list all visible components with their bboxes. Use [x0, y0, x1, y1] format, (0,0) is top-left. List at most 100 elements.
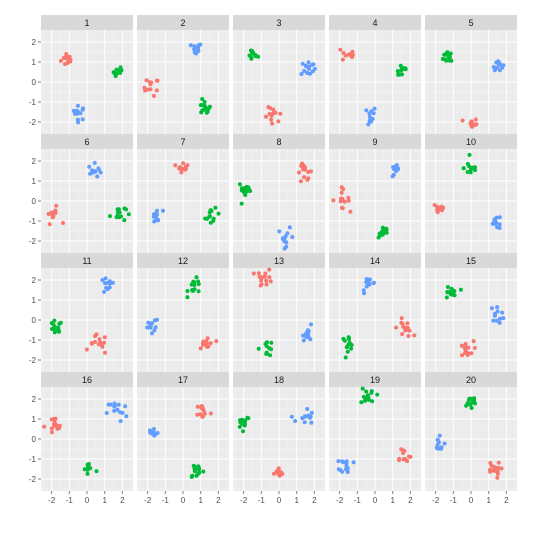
- data-point: [331, 198, 336, 203]
- data-point: [50, 327, 54, 331]
- data-point: [88, 171, 93, 176]
- data-point: [102, 340, 106, 345]
- data-point: [75, 117, 80, 122]
- data-point: [366, 395, 371, 400]
- data-point: [126, 212, 131, 217]
- data-point: [194, 275, 199, 280]
- data-point: [488, 467, 493, 472]
- data-point: [470, 120, 474, 125]
- data-point: [185, 295, 190, 300]
- data-point: [155, 217, 160, 222]
- data-point: [449, 287, 454, 292]
- facet-label: 9: [372, 137, 377, 147]
- data-point: [312, 66, 317, 71]
- data-point: [371, 280, 376, 285]
- data-point: [201, 342, 206, 347]
- x-tick-label: -2: [432, 496, 440, 505]
- x-tick-label: 0: [277, 496, 282, 505]
- facet-strip: [233, 15, 325, 30]
- data-point: [289, 414, 294, 419]
- data-point: [368, 277, 372, 282]
- data-point: [349, 346, 354, 351]
- data-point: [501, 316, 506, 321]
- facet-label: 16: [82, 375, 92, 385]
- data-point: [439, 446, 443, 451]
- data-point: [285, 231, 290, 236]
- y-tick-label: -1: [29, 336, 37, 345]
- data-point: [238, 420, 243, 425]
- data-point: [494, 220, 499, 225]
- data-point: [498, 316, 502, 321]
- data-point: [367, 282, 372, 287]
- data-point: [306, 176, 311, 181]
- data-point: [78, 111, 83, 116]
- data-point: [351, 460, 356, 465]
- data-point: [103, 276, 108, 281]
- data-point: [406, 334, 411, 338]
- data-point: [153, 211, 158, 216]
- data-point: [377, 231, 382, 236]
- data-point: [112, 401, 117, 406]
- data-point: [444, 295, 449, 300]
- data-point: [468, 402, 473, 407]
- data-point: [192, 47, 197, 52]
- data-point: [104, 411, 109, 415]
- data-point: [400, 332, 405, 337]
- data-point: [339, 190, 344, 195]
- facet-panel: 8: [233, 134, 325, 253]
- data-point: [293, 419, 298, 423]
- data-point: [71, 108, 76, 113]
- data-point: [343, 355, 348, 360]
- data-point: [307, 415, 312, 420]
- facet-panel: 15: [425, 253, 517, 372]
- data-point: [445, 290, 450, 295]
- facet-strip: [329, 134, 421, 149]
- data-point: [290, 235, 295, 239]
- data-point: [67, 54, 72, 59]
- data-point: [495, 309, 500, 314]
- y-tick-label: 0: [32, 197, 37, 206]
- data-point: [492, 217, 497, 222]
- data-point: [181, 166, 186, 171]
- x-tick-label: 1: [390, 496, 395, 505]
- x-tick-label: -1: [66, 496, 74, 505]
- data-point: [366, 122, 371, 127]
- facet-strip: [425, 253, 517, 268]
- facet-label: 4: [372, 18, 377, 28]
- data-point: [47, 222, 52, 227]
- data-point: [152, 219, 157, 224]
- data-point: [367, 114, 372, 119]
- data-point: [243, 421, 247, 426]
- data-point: [306, 67, 311, 71]
- data-point: [267, 275, 272, 280]
- facet-label: 3: [276, 18, 281, 28]
- data-point: [237, 182, 242, 187]
- facet-panel: 1: [41, 15, 133, 134]
- data-point: [405, 321, 410, 326]
- data-point: [493, 311, 497, 316]
- facet-strip: [233, 372, 325, 387]
- y-tick-label: 0: [32, 78, 37, 87]
- data-point: [56, 325, 61, 330]
- data-point: [361, 288, 366, 293]
- data-point: [111, 70, 116, 75]
- data-point: [309, 410, 314, 415]
- data-point: [400, 448, 405, 453]
- data-point: [447, 55, 452, 60]
- data-point: [268, 279, 273, 284]
- data-point: [304, 64, 309, 69]
- facet-strip: [137, 15, 229, 30]
- data-point: [150, 331, 154, 336]
- facet-strip: [329, 253, 421, 268]
- facet-label: 14: [370, 256, 380, 266]
- data-point: [436, 446, 441, 451]
- data-point: [467, 152, 472, 157]
- data-point: [102, 289, 106, 294]
- data-point: [198, 346, 203, 351]
- facet-label: 8: [276, 137, 281, 147]
- facet-label: 15: [466, 256, 476, 266]
- data-point: [491, 468, 496, 473]
- data-point: [75, 103, 80, 108]
- data-point: [103, 350, 107, 355]
